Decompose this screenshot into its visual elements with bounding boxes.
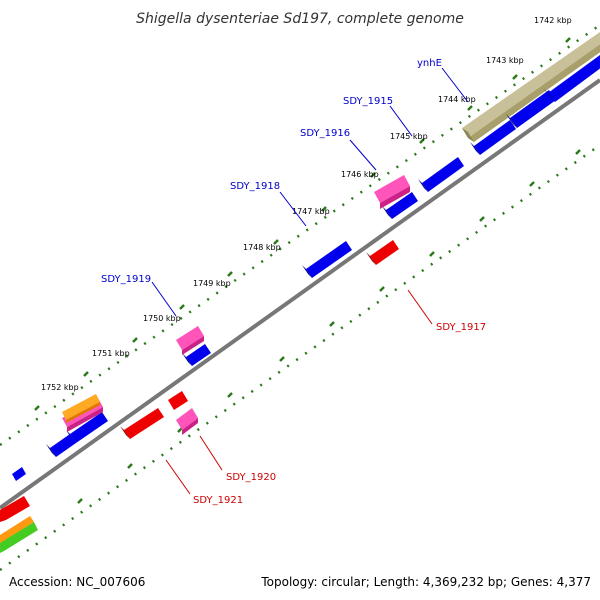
gene-label-sdy-1919[interactable]: SDY_1919 xyxy=(101,274,151,285)
tick-label: 1752 kbp xyxy=(41,383,79,392)
tick-label: 1750 kbp xyxy=(143,314,181,323)
inner-major-ticks xyxy=(77,149,581,504)
gene-label-sdy-1920[interactable]: SDY_1920 xyxy=(226,472,276,483)
gene-label-ynhe[interactable]: ynhE xyxy=(417,58,442,69)
features-olive xyxy=(462,32,600,142)
tick-label: 1746 kbp xyxy=(341,170,379,179)
outer-major-ticks xyxy=(34,37,571,411)
tick-label: 1749 kbp xyxy=(193,279,231,288)
features-pink xyxy=(62,175,410,435)
gene-label-sdy-1917[interactable]: SDY_1917 xyxy=(436,322,486,333)
tick-label: 1743 kbp xyxy=(486,56,524,65)
gene-label-sdy-1916[interactable]: SDY_1916 xyxy=(300,128,350,139)
map-title: Shigella dysenteriae Sd197, complete gen… xyxy=(136,11,464,27)
label-leaders xyxy=(151,67,469,495)
gene-label-sdy-1915[interactable]: SDY_1915 xyxy=(343,96,393,107)
tick-label: 1745 kbp xyxy=(390,132,428,141)
inner-tick-ring xyxy=(0,143,600,572)
accession-text: Accession: NC_007606 xyxy=(9,575,145,589)
outer-tick-ring xyxy=(0,23,600,447)
tick-label: 1751 kbp xyxy=(92,349,130,358)
gene-label-sdy-1918[interactable]: SDY_1918 xyxy=(230,181,280,192)
genome-backbone xyxy=(0,78,600,510)
features-green-orange xyxy=(0,516,38,553)
features-red xyxy=(0,240,399,522)
tick-label: 1747 kbp xyxy=(292,207,330,216)
features-blue-top xyxy=(12,55,600,481)
tick-label: 1742 kbp xyxy=(534,16,572,25)
tick-label: 1744 kbp xyxy=(438,95,476,104)
kbp-labels: 1742 kbp 1743 kbp 1744 kbp 1745 kbp 1746… xyxy=(41,16,572,392)
genome-summary-text: Topology: circular; Length: 4,369,232 bp… xyxy=(260,575,591,589)
features-orange xyxy=(62,394,100,423)
tick-label: 1748 kbp xyxy=(243,243,281,252)
gene-label-sdy-1921[interactable]: SDY_1921 xyxy=(193,495,243,506)
